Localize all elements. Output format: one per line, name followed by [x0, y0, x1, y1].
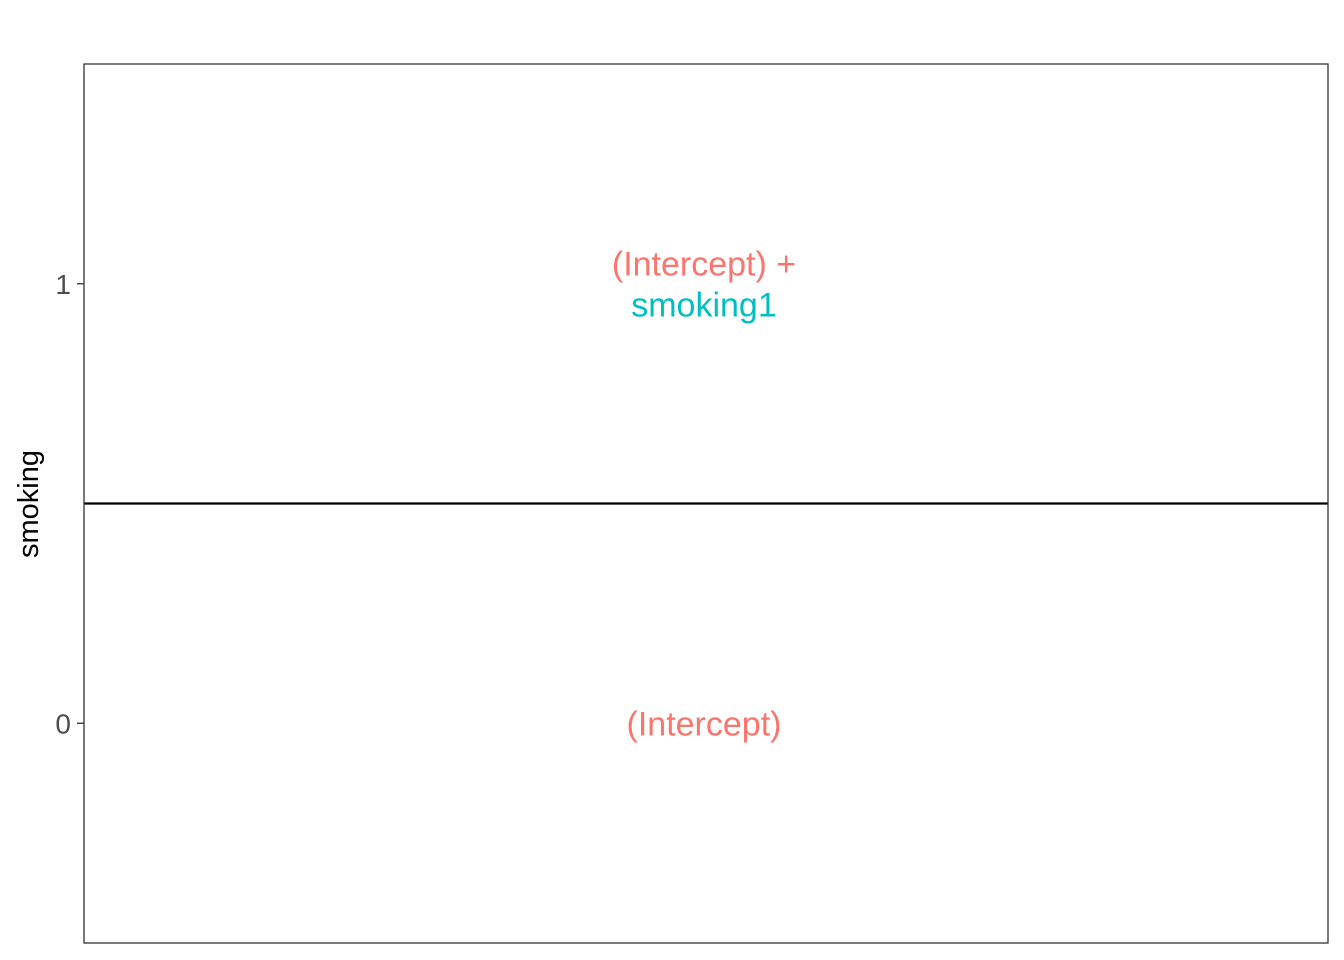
cell-label: smoking1 [631, 286, 777, 324]
y-tick-label: 0 [55, 708, 71, 739]
y-axis: 01 [55, 269, 84, 739]
cell-label: (Intercept) [627, 705, 782, 743]
y-axis-title: smoking [13, 450, 45, 558]
y-tick-label: 1 [55, 269, 71, 300]
cell-label: (Intercept) + [612, 245, 796, 283]
panel-border [83, 63, 1329, 944]
cell-labels: (Intercept) +smoking1 (Intercept) [612, 245, 796, 743]
plot-panel [83, 63, 1329, 944]
